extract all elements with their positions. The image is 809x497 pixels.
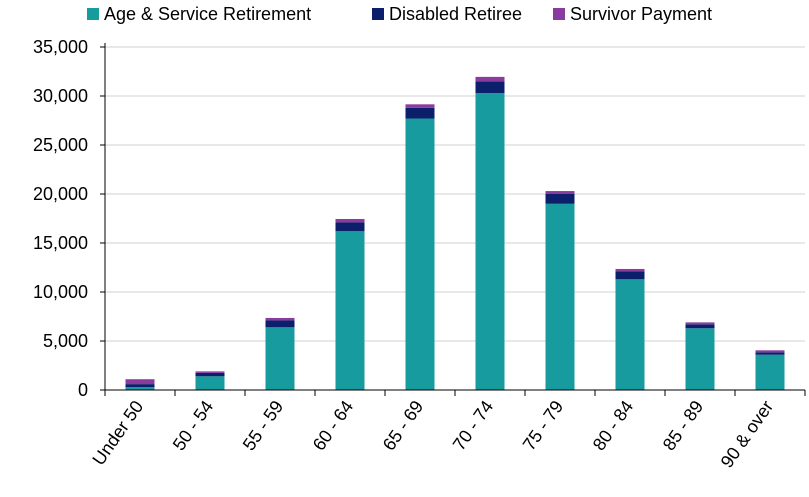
bar-segment-disabled (405, 107, 435, 119)
bar-segment-survivor (475, 76, 505, 82)
x-axis-ticks: Under 50 50 - 54 55 - 59 60 - 64 65 - 69 70 -… (88, 397, 777, 472)
legend-label: Disabled Retiree (389, 4, 522, 24)
bars (125, 76, 785, 390)
bar-segment-disabled (335, 222, 365, 232)
bar-segment-survivor (545, 191, 575, 194)
legend: Age & Service Retirement Disabled Retiree… (87, 4, 712, 24)
y-tick-label: 20,000 (33, 184, 88, 204)
legend-label: Survivor Payment (570, 4, 712, 24)
bar-segment-disabled (615, 271, 645, 280)
y-tick-label: 30,000 (33, 86, 88, 106)
bar-segment-disabled (195, 372, 225, 377)
legend-label: Age & Service Retirement (104, 4, 311, 24)
x-tick-label: 50 - 54 (169, 397, 218, 454)
legend-swatch (372, 8, 384, 20)
y-tick-label: 35,000 (33, 37, 88, 57)
x-tick-label: 60 - 64 (309, 397, 358, 454)
y-axis-ticks: 0 5,000 10,000 15,000 20,000 25,000 30,000 35,0… (33, 37, 88, 400)
bar-segment-survivor (335, 218, 365, 223)
bar-segment-age-service (685, 328, 715, 390)
x-tick-label: 85 - 89 (659, 397, 708, 454)
legend-swatch (87, 8, 99, 20)
x-tick-label: 65 - 69 (379, 397, 428, 454)
y-tick-label: 5,000 (43, 331, 88, 351)
bar-segment-survivor (755, 350, 785, 353)
x-tick-label: Under 50 (88, 397, 147, 469)
bar-segment-disabled (685, 324, 715, 329)
bar-segment-disabled (545, 194, 575, 204)
bar-segment-survivor (265, 317, 295, 321)
bar-segment-age-service (195, 376, 225, 390)
bar-segment-age-service (265, 327, 295, 390)
x-tick-label: 70 - 74 (449, 397, 498, 454)
axes (100, 43, 806, 396)
legend-swatch (553, 8, 565, 20)
bar-segment-survivor (685, 322, 715, 325)
bar-segment-age-service (615, 279, 645, 390)
bar-segment-survivor (405, 104, 435, 108)
y-tick-label: 10,000 (33, 282, 88, 302)
bar-segment-disabled (475, 81, 505, 94)
bar-segment-age-service (475, 93, 505, 390)
bar-segment-disabled (265, 320, 295, 328)
bar-segment-disabled (755, 352, 785, 355)
y-tick-label: 0 (78, 380, 88, 400)
bar-segment-age-service (405, 118, 435, 390)
x-tick-label: 75 - 79 (519, 397, 568, 454)
bar-segment-age-service (755, 354, 785, 390)
x-tick-label: 90 & over (717, 397, 778, 472)
bar-segment-age-service (545, 203, 575, 390)
bar-segment-survivor (615, 268, 645, 272)
bar-segment-disabled (125, 384, 155, 388)
bar-segment-age-service (335, 231, 365, 390)
x-tick-label: 55 - 59 (239, 397, 288, 454)
y-tick-label: 15,000 (33, 233, 88, 253)
bar-segment-survivor (125, 379, 155, 385)
bar-segment-age-service (125, 387, 155, 390)
gridlines (105, 46, 805, 342)
bar-segment-survivor (195, 371, 225, 373)
y-tick-label: 25,000 (33, 135, 88, 155)
x-tick-label: 80 - 84 (589, 397, 638, 454)
